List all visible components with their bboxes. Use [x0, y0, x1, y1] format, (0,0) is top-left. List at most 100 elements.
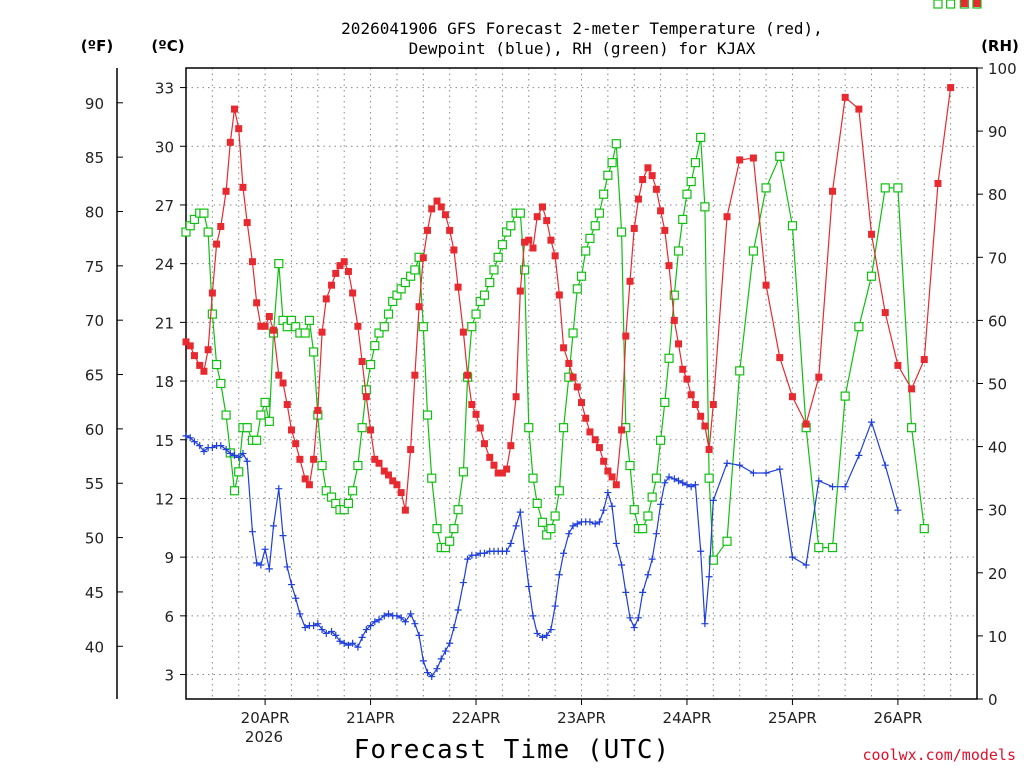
rh-point — [207, 309, 217, 319]
temperature-point — [665, 262, 673, 270]
rh-point — [357, 423, 367, 433]
rh-point — [933, 0, 943, 9]
temperature-point — [608, 473, 616, 481]
credit-link[interactable]: coolwx.com/models — [862, 746, 1016, 764]
rh-point — [585, 233, 595, 243]
dewpoint-point — [634, 614, 642, 622]
temperature-point — [265, 312, 273, 320]
fahrenheit-tick-label: 85 — [85, 149, 104, 167]
temperature-point — [428, 205, 436, 213]
temperature-point — [314, 406, 322, 414]
temperature-point — [283, 401, 291, 409]
temperature-point — [960, 0, 968, 7]
dewpoint-point — [555, 571, 563, 579]
temperature-point — [182, 338, 190, 346]
rh-point — [234, 467, 244, 477]
temperature-point — [393, 481, 401, 489]
rh-point — [506, 221, 516, 231]
temperature-point — [723, 213, 731, 221]
rh-point — [515, 208, 525, 218]
dewpoint-point — [652, 530, 660, 538]
temperature-point — [560, 344, 568, 352]
temperature-series — [182, 0, 981, 514]
fahrenheit-tick-label: 55 — [85, 475, 104, 493]
dewpoint-point — [622, 588, 630, 596]
temperature-point — [190, 352, 198, 360]
time-tick-label: 24APR — [663, 709, 712, 727]
dewpoint-point — [217, 442, 225, 450]
rh-point — [607, 158, 617, 168]
rh-series — [181, 0, 982, 565]
dewpoint-point — [336, 637, 344, 645]
rh-unit-label: (RH) — [981, 37, 1019, 55]
dewpoint-point — [630, 624, 638, 632]
temperature-point — [389, 477, 397, 485]
rh-point — [761, 183, 771, 193]
temperature-point — [815, 373, 823, 381]
dewpoint-point — [480, 549, 488, 557]
rh-point — [651, 473, 661, 483]
rh-tick-label: 30 — [988, 502, 1007, 520]
fahrenheit-unit-label: (ºF) — [81, 37, 113, 55]
temperature-point — [626, 277, 634, 285]
temperature-point — [486, 453, 494, 461]
dewpoint-point — [310, 622, 318, 630]
dewpoint-point — [639, 588, 647, 596]
dewpoint-point — [380, 612, 388, 620]
dewpoint-point — [507, 539, 515, 547]
dewpoint-point — [384, 610, 392, 618]
dewpoint-point — [459, 579, 467, 587]
temperature-point — [217, 222, 225, 230]
dewpoint-point — [626, 614, 634, 622]
temperature-point — [538, 203, 546, 211]
dewpoint-point — [287, 581, 295, 589]
rh-point — [655, 435, 666, 445]
rh-tick-label: 60 — [988, 312, 1007, 330]
celsius-tick-label: 21 — [155, 314, 174, 332]
temperature-point — [358, 357, 366, 365]
temperature-point — [612, 481, 620, 489]
rh-tick-label: 90 — [988, 123, 1007, 141]
dewpoint-point — [200, 447, 208, 455]
celsius-axis: 3 6 9 12 15 18 21 24 27 30 33 — [155, 80, 186, 685]
temperature-point — [441, 211, 449, 219]
rh-point — [735, 366, 745, 376]
temperature-point — [709, 401, 717, 409]
temperature-point — [468, 401, 476, 409]
gridlines — [185, 68, 978, 699]
rh-point — [422, 410, 433, 420]
dewpoint-point — [196, 442, 204, 450]
rh-point — [242, 423, 252, 433]
dewpoint-point — [472, 551, 480, 559]
rh-axis: 0 10 20 30 40 50 60 70 80 90 100 — [977, 60, 1017, 709]
temperature-point — [375, 459, 383, 467]
rh-tick-label: 0 — [988, 691, 998, 709]
temperature-point — [683, 375, 691, 383]
rh-point — [880, 183, 890, 193]
temperature-point — [749, 154, 757, 162]
dewpoint-point — [301, 624, 309, 632]
fahrenheit-tick-label: 60 — [85, 421, 104, 439]
dewpoint-point — [665, 473, 673, 481]
chart-title-line-1: 2026041906 GFS Forecast 2-meter Temperat… — [341, 19, 823, 38]
rh-point — [343, 498, 354, 508]
dewpoint-point — [560, 549, 568, 557]
dewpoint-point — [362, 626, 370, 634]
rh-point — [722, 536, 732, 546]
dewpoint-point — [618, 561, 626, 569]
temperature-point — [371, 455, 379, 463]
temperature-point — [231, 105, 239, 113]
temperature-point — [450, 246, 458, 254]
rh-point — [854, 322, 864, 332]
temperature-point — [652, 185, 660, 193]
dewpoint-point — [670, 475, 678, 483]
rh-point — [256, 410, 266, 420]
temperature-point — [516, 287, 524, 295]
rh-point — [866, 271, 877, 281]
temperature-point — [934, 179, 942, 187]
temperature-point — [344, 267, 352, 275]
rh-tick-label: 50 — [988, 376, 1007, 394]
dewpoint-point — [815, 477, 823, 485]
temperature-point — [802, 420, 810, 428]
temperature-point — [591, 436, 599, 444]
